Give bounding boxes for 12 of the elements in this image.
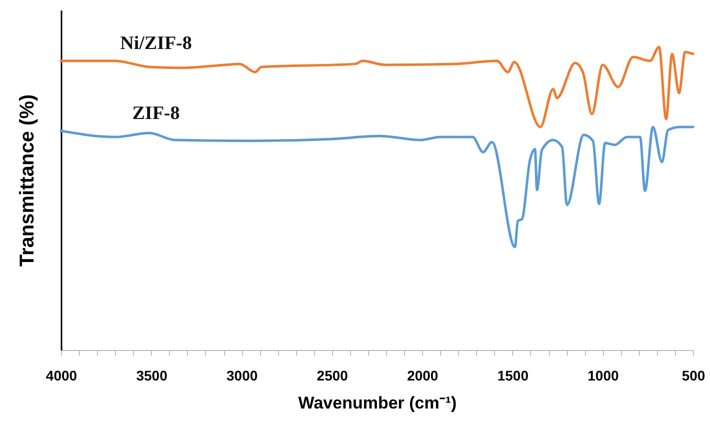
y-axis-title: Transmittance (%) — [16, 94, 38, 267]
x-tick-label: 2000 — [407, 368, 438, 384]
x-tick-label: 3000 — [226, 368, 258, 384]
x-axis-title: Wavenumber (cm⁻¹) — [298, 394, 457, 412]
x-tick-label: 4000 — [46, 368, 78, 384]
x-tick-label: 2500 — [316, 368, 348, 384]
series-label: Ni/ZIF-8 — [120, 32, 192, 54]
series-label: ZIF-8 — [132, 102, 180, 124]
x-tick-label: 1000 — [588, 368, 619, 384]
x-tick-label: 500 — [682, 368, 706, 384]
x-tick-label: 3500 — [136, 368, 168, 384]
x-tick-label: 1500 — [497, 368, 529, 384]
